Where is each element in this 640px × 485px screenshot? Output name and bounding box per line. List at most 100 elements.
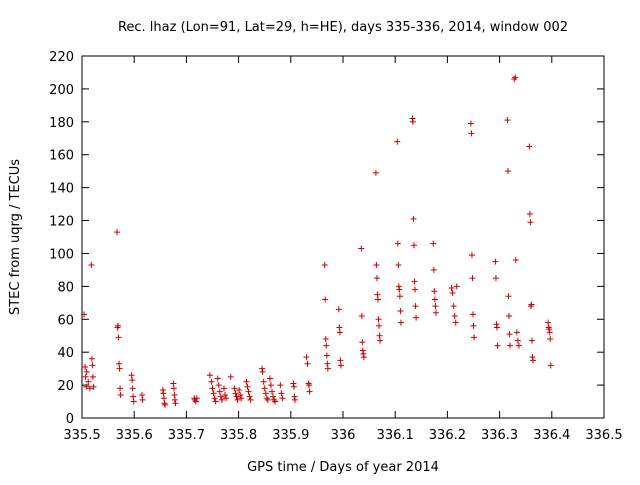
data-point [358, 312, 365, 319]
data-point [336, 329, 343, 336]
data-point [86, 385, 93, 392]
data-point [170, 385, 177, 392]
data-point [324, 365, 331, 372]
data-point [412, 286, 419, 293]
data-point [512, 74, 519, 81]
data-point [322, 336, 329, 343]
data-point [161, 401, 168, 408]
data-point [139, 396, 146, 403]
data-point [358, 245, 365, 252]
data-point [322, 296, 329, 303]
data-point [264, 396, 271, 403]
data-point [244, 383, 251, 390]
data-point [471, 334, 478, 341]
data-point [159, 387, 166, 394]
data-point [215, 382, 222, 389]
data-point [493, 324, 500, 331]
plot-frame [81, 55, 605, 419]
data-point [218, 396, 225, 403]
data-point [430, 240, 437, 247]
y-tick-label: 220 [49, 50, 74, 65]
data-point [82, 373, 89, 380]
data-point [208, 378, 215, 385]
data-point [469, 311, 476, 318]
data-point [160, 390, 167, 397]
data-point [216, 388, 223, 395]
data-point [89, 373, 96, 380]
data-point [529, 354, 536, 361]
data-point [410, 242, 417, 249]
data-point [452, 319, 459, 326]
data-point [396, 293, 403, 300]
data-point [222, 391, 229, 398]
data-point [117, 385, 124, 392]
data-point [88, 355, 95, 362]
data-point [397, 319, 404, 326]
data-point [128, 372, 135, 379]
data-point [232, 390, 239, 397]
data-point [432, 309, 439, 316]
data-point [324, 360, 331, 367]
data-point [227, 373, 234, 380]
data-point [394, 138, 401, 145]
data-point [449, 289, 456, 296]
x-tick-label: 336.3 [481, 428, 518, 443]
x-axis: 335.5 335.6 335.7 335.8 335.9 336 336.1 336.2 33… [63, 56, 623, 443]
data-point [494, 342, 501, 349]
data-point [115, 322, 122, 329]
data-point [505, 293, 512, 300]
x-tick-label: 336.2 [429, 428, 466, 443]
data-point [373, 275, 380, 282]
data-point [505, 312, 512, 319]
data-point [116, 365, 123, 372]
y-tick-label: 60 [57, 313, 74, 328]
data-point [139, 391, 146, 398]
x-tick-label: 335.8 [220, 428, 257, 443]
data-point [116, 360, 123, 367]
x-tick-label: 335.7 [168, 428, 205, 443]
data-point [266, 375, 273, 382]
data-point [130, 398, 137, 405]
data-point [246, 393, 253, 400]
data-point [193, 395, 200, 402]
y-tick-label: 20 [57, 379, 74, 394]
data-point [468, 130, 475, 137]
data-point [409, 118, 416, 125]
chart-title: Rec. lhaz (Lon=91, Lat=29, h=HE), days 3… [118, 20, 568, 35]
data-point [546, 326, 553, 333]
data-point [527, 219, 534, 226]
data-point [448, 285, 455, 292]
data-point [272, 398, 279, 405]
data-point [238, 395, 245, 402]
data-point [507, 342, 514, 349]
data-point [209, 385, 216, 392]
data-point [376, 322, 383, 329]
data-point [409, 115, 416, 122]
data-point [514, 337, 521, 344]
x-tick-label: 336.5 [585, 428, 622, 443]
data-point [492, 258, 499, 265]
data-point [493, 321, 500, 328]
data-point [260, 378, 267, 385]
data-point [410, 215, 417, 222]
data-point [530, 357, 537, 364]
data-point [377, 337, 384, 344]
data-point [212, 398, 219, 405]
y-tick-label: 140 [49, 182, 74, 197]
data-point [277, 382, 284, 389]
data-point [528, 301, 535, 308]
data-point [396, 286, 403, 293]
data-point [359, 339, 366, 346]
data-point [220, 385, 227, 392]
y-tick-label: 180 [49, 116, 74, 131]
data-point [412, 303, 419, 310]
data-point [291, 393, 298, 400]
x-tick-label: 336 [331, 428, 356, 443]
data-point [267, 382, 274, 389]
y-tick-label: 100 [49, 247, 74, 262]
data-point [129, 385, 136, 392]
data-point [270, 393, 277, 400]
data-point [192, 398, 199, 405]
x-tick-label: 336.1 [377, 428, 414, 443]
